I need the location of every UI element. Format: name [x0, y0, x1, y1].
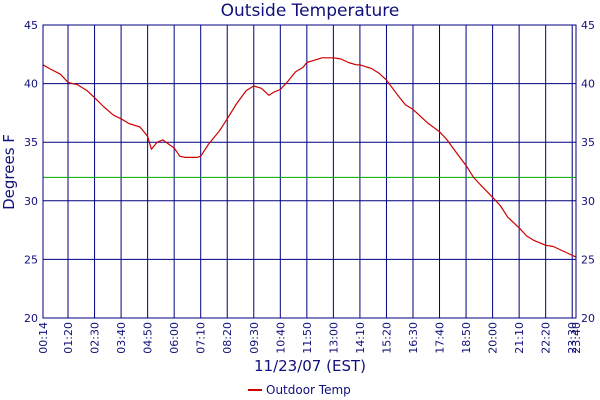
x-tick-18: 21:10 — [513, 322, 526, 354]
x-axis-label: 11/23/07 (EST) — [254, 357, 366, 375]
y-tick-right-0: 20 — [581, 312, 595, 325]
x-tick-11: 13:00 — [327, 322, 340, 354]
y-tick-left-4: 40 — [24, 78, 38, 91]
x-tick-6: 07:10 — [195, 322, 208, 354]
x-tick-17: 20:00 — [487, 322, 500, 354]
x-tick-8: 09:30 — [248, 322, 261, 354]
y-tick-left-2: 30 — [24, 195, 38, 208]
y-tick-right-3: 35 — [581, 136, 595, 149]
x-tick-12: 14:10 — [354, 322, 367, 354]
x-tick-16: 18:50 — [460, 322, 473, 354]
x-tick-2: 02:30 — [89, 322, 102, 354]
x-tick-9: 10:40 — [274, 322, 287, 354]
x-tick-7: 08:20 — [221, 322, 234, 354]
y-tick-right-1: 25 — [581, 253, 595, 266]
y-tick-right-5: 45 — [581, 19, 595, 32]
legend-label-outdoor-temp: Outdoor Temp — [266, 383, 351, 397]
y-axis-label: Degrees F — [0, 134, 18, 210]
series-group — [42, 57, 577, 258]
x-tick-5: 06:00 — [168, 322, 181, 354]
y-tick-left-3: 35 — [24, 136, 38, 149]
x-tick-4: 04:50 — [142, 322, 155, 354]
x-tick-20: 23:30 — [566, 322, 579, 354]
x-tick-21: 23:40 — [570, 322, 583, 354]
x-tick-19: 22:20 — [540, 322, 553, 354]
chart-title: Outside Temperature — [221, 1, 400, 21]
x-tick-15: 17:40 — [434, 322, 447, 354]
grid — [42, 24, 577, 319]
series-line-outdoor-temp — [42, 57, 577, 258]
legend: Outdoor Temp — [248, 383, 351, 397]
tick-labels: 20 20 25 25 30 30 35 35 40 40 45 45 00:14 01:20 02:30 0… — [24, 19, 595, 354]
x-tick-14: 16:30 — [407, 322, 420, 354]
plot-frame — [42, 24, 577, 319]
x-tick-0: 00:14 — [37, 322, 50, 354]
y-tick-right-4: 40 — [581, 78, 595, 91]
x-tick-10: 11:50 — [301, 322, 314, 354]
y-tick-left-0: 20 — [24, 312, 38, 325]
y-tick-right-2: 30 — [581, 195, 595, 208]
x-tick-3: 03:40 — [115, 322, 128, 354]
x-tick-1: 01:20 — [62, 322, 75, 354]
y-tick-left-5: 45 — [24, 19, 38, 32]
x-tick-13: 15:20 — [380, 322, 393, 354]
y-tick-left-1: 25 — [24, 253, 38, 266]
